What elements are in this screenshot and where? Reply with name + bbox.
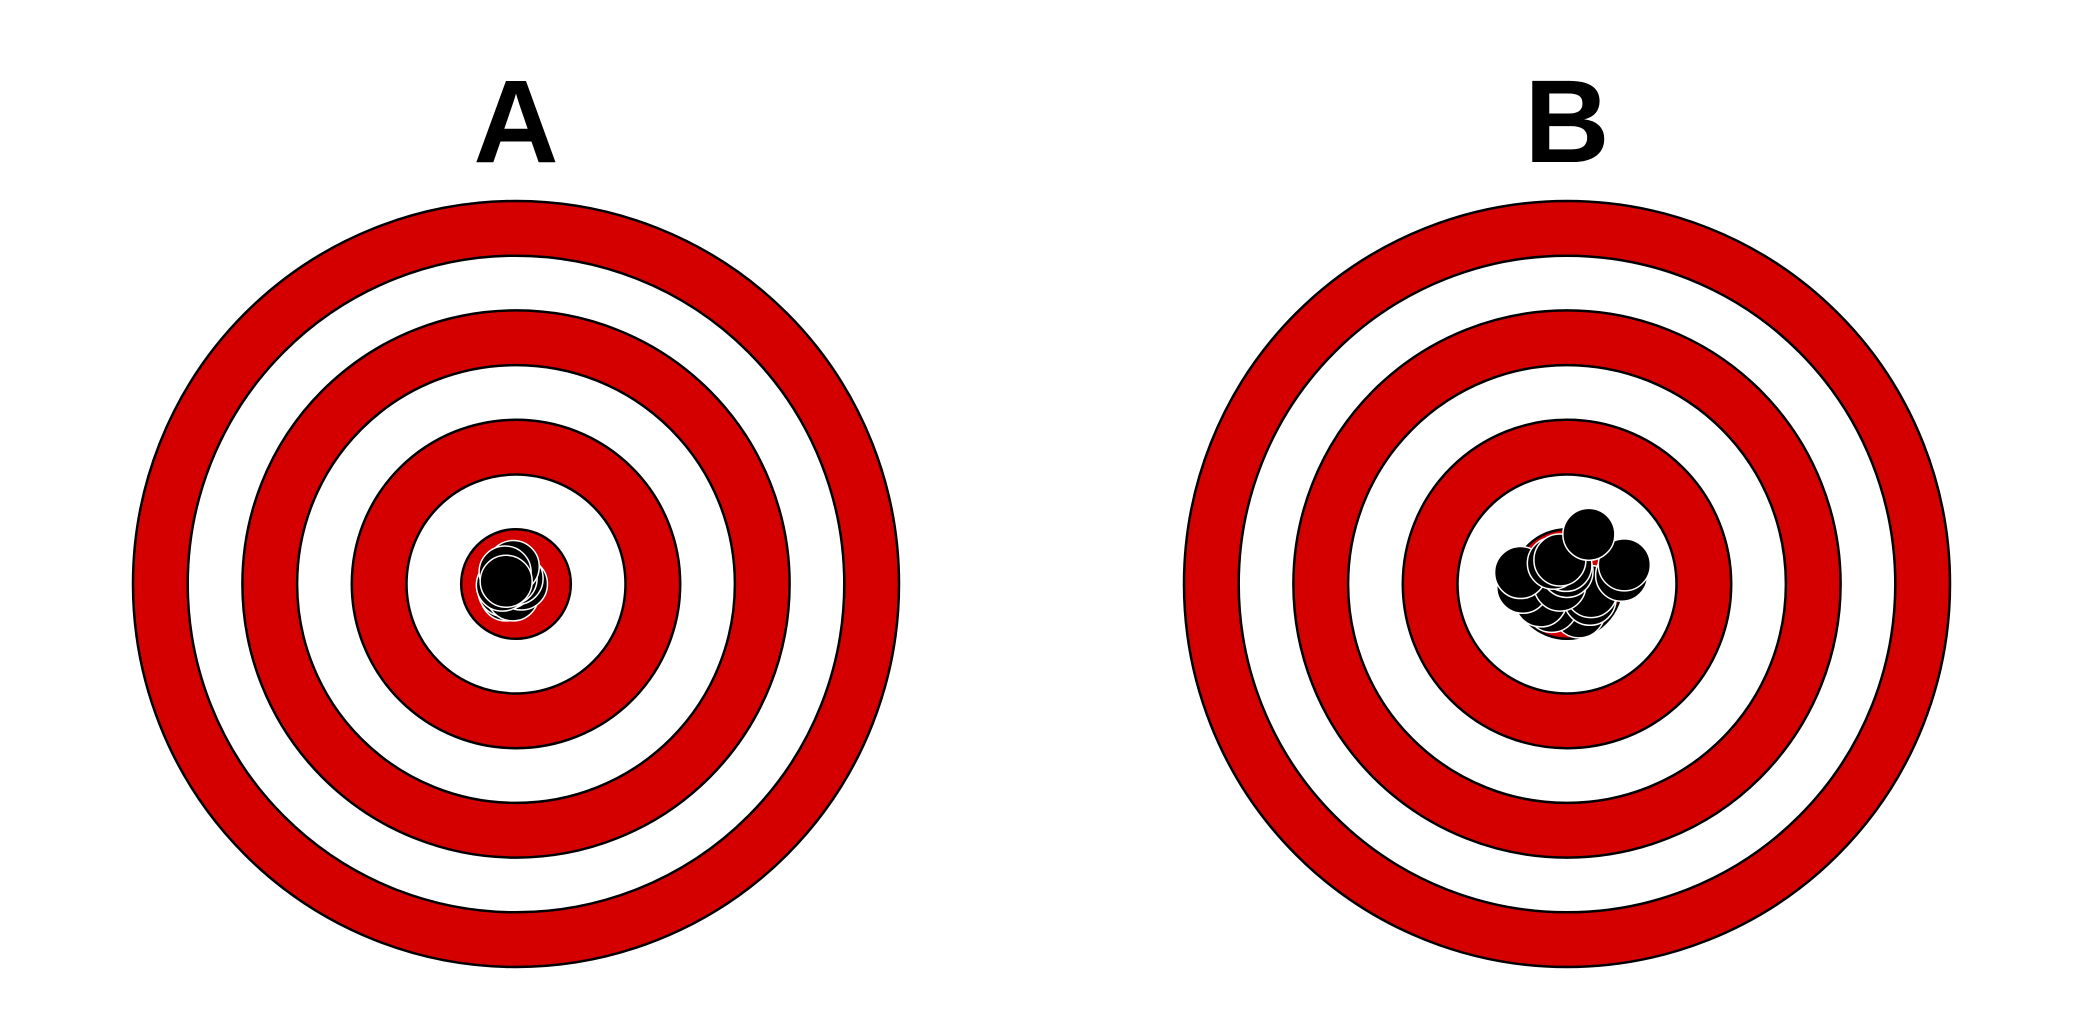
target-a-hit-18: [479, 554, 533, 609]
target-a: A: [131, 56, 901, 969]
target-a-hits: [475, 539, 549, 622]
target-b-label: B: [1524, 56, 1609, 188]
target-b-hits: [1493, 507, 1652, 639]
target-b-hit-15: [1562, 507, 1616, 562]
target-b: B: [1182, 56, 1952, 969]
target-b-hit-11: [1597, 538, 1652, 592]
target-a-label: A: [473, 56, 558, 188]
